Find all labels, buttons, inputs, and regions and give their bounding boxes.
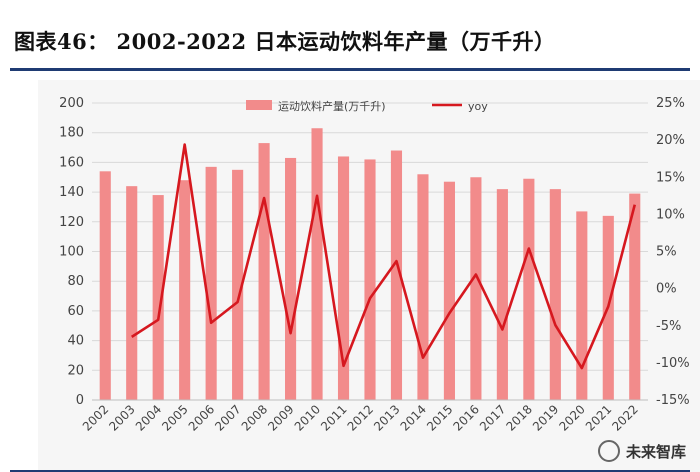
x-tick-label: 2005 [159,402,190,433]
x-tick-label: 2022 [609,402,640,433]
y-right-tick-label: 0% [656,282,677,297]
bar [523,178,535,400]
bar [364,159,376,400]
x-tick-label: 2013 [371,402,402,433]
y-right-tick-label: 10% [656,207,685,222]
bar [443,181,455,400]
bar [126,186,138,400]
bar [311,128,323,400]
bottom-rule [10,470,690,472]
y-right-tick-label: 20% [656,133,685,148]
watermark-logo-icon [597,440,620,462]
bar [417,174,429,400]
bar [470,177,482,400]
chart-title: 图表46： 2002-2022 日本运动饮料年产量（万千升） [14,29,556,54]
y-right-tick-label: -15% [656,393,690,408]
x-tick-label: 2017 [477,402,508,433]
y-left-tick-label: 100 [59,245,84,260]
y-left-tick-label: 40 [67,334,84,349]
y-left-tick-label: 180 [59,126,84,141]
bar [390,150,403,400]
x-tick-label: 2007 [212,402,243,433]
yoy-line [131,143,637,370]
x-tick-label: 2015 [424,402,455,433]
bar [152,195,164,400]
y-left-tick-label: 60 [67,304,84,319]
y-left-tick-label: 0 [76,393,84,408]
bar [549,189,561,400]
bar [576,211,588,400]
x-tick-label: 2021 [583,402,614,433]
y-left-tick-label: 120 [59,215,84,230]
x-tick-label: 2018 [503,402,534,433]
y-right-tick-label: -10% [656,356,690,371]
bar [285,157,297,400]
x-tick-label: 2019 [530,402,561,433]
x-tick-label: 2020 [556,402,587,433]
x-tick-label: 2009 [265,402,296,433]
x-tick-label: 2010 [292,402,323,433]
legend-label-line: yoy [468,100,488,113]
x-tick-label: 2006 [186,402,217,433]
y-right-tick-label: 5% [656,245,677,260]
bar [337,156,350,400]
bar [179,180,191,400]
y-left-tick-label: 140 [59,185,84,200]
bar [496,189,508,400]
y-right-tick-label: 25% [656,96,685,111]
legend-swatch-bar [246,100,272,110]
bar [232,169,244,400]
bar [205,166,217,400]
x-tick-label: 2012 [345,402,376,433]
y-right-tick-label: 15% [656,170,685,185]
bar [258,143,270,400]
y-right-tick-label: -5% [656,319,681,334]
x-tick-label: 2014 [398,402,429,433]
y-left-tick-label: 160 [59,155,84,170]
watermark-text: 未来智库 [625,442,686,461]
title-underline [10,68,690,71]
x-tick-label: 2003 [106,402,137,433]
bar [629,193,641,400]
legend-label-bar: 运动饮料产量(万千升) [278,99,386,113]
x-tick-label: 2002 [80,402,111,433]
watermark: 未来智库 [597,440,686,462]
x-tick-label: 2004 [133,402,164,433]
title-bar: 图表46： 2002-2022 日本运动饮料年产量（万千升） [0,0,700,72]
x-tick-label: 2008 [239,402,270,433]
bar [99,171,111,400]
y-left-tick-label: 200 [59,96,84,111]
y-left-tick-label: 20 [67,363,84,378]
x-tick-label: 2016 [451,402,482,433]
y-left-tick-label: 80 [67,274,84,289]
x-tick-label: 2011 [318,402,349,433]
